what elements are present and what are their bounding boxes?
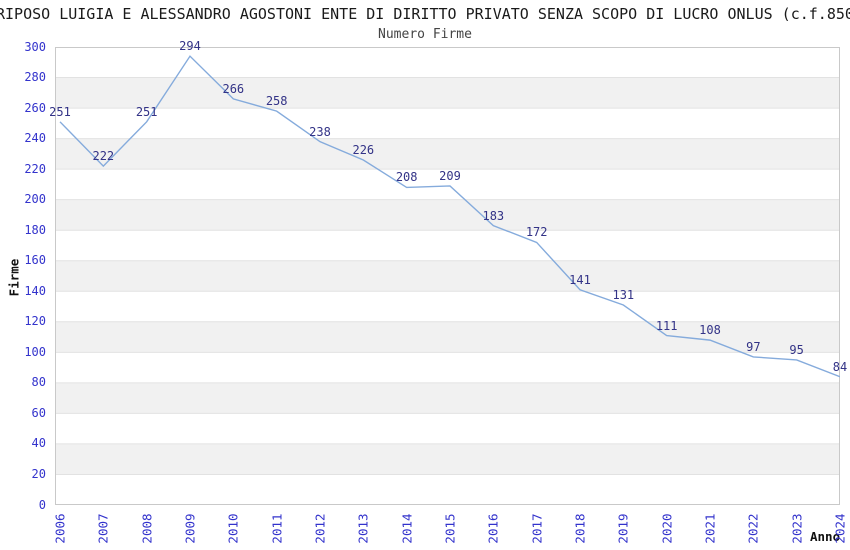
x-tick-label: 2021 [702, 513, 718, 544]
x-tick-label: 2018 [572, 513, 588, 544]
point-label: 266 [222, 81, 245, 96]
y-tick-label: 260 [24, 100, 46, 115]
x-tick-label: 2008 [139, 513, 155, 544]
point-label: 222 [92, 149, 115, 164]
y-tick-label: 300 [24, 39, 46, 54]
x-tick-label: 2022 [745, 513, 761, 544]
x-tick-label: 2019 [615, 513, 631, 544]
x-tick-label: 2014 [399, 513, 415, 544]
point-label: 183 [482, 208, 505, 223]
x-tick-label: 2015 [442, 513, 458, 544]
plot-band [55, 199, 840, 231]
point-label: 258 [265, 94, 288, 109]
x-tick-label: 2013 [355, 513, 371, 544]
plot-area [55, 47, 840, 505]
y-tick-label: 40 [31, 436, 46, 451]
plot-band [55, 382, 840, 414]
y-tick-label: 120 [24, 314, 46, 329]
plot-svg [55, 47, 840, 505]
plot-border [55, 47, 840, 505]
point-label: 251 [49, 104, 71, 119]
point-label: 208 [395, 170, 418, 185]
y-tick-label: 0 [38, 497, 46, 512]
x-tick-label: 2007 [95, 513, 111, 544]
point-label: 131 [612, 288, 635, 302]
x-tick-label: 2023 [789, 513, 805, 544]
point-label: 97 [746, 339, 761, 354]
point-label: 209 [439, 168, 461, 183]
x-tick-label: 2011 [269, 513, 285, 544]
point-label: 172 [525, 225, 548, 240]
y-tick-label: 20 [31, 466, 46, 481]
point-label: 84 [832, 359, 848, 374]
y-tick-label: 140 [24, 283, 46, 298]
plot-band [55, 321, 840, 353]
chart-title: RIPOSO LUIGIA E ALESSANDRO AGOSTONI ENTE… [0, 5, 850, 23]
x-tick-label: 2006 [52, 513, 68, 544]
y-tick-label: 240 [24, 131, 46, 146]
y-tick-label: 280 [24, 70, 46, 85]
y-tick-label: 80 [31, 375, 46, 390]
x-tick-label: 2009 [182, 513, 198, 544]
point-label: 108 [699, 323, 721, 338]
y-tick-label: 160 [24, 253, 46, 268]
point-label: 111 [655, 318, 678, 333]
point-label: 238 [309, 124, 331, 139]
plot-band [55, 260, 840, 292]
point-label: 141 [569, 272, 591, 287]
x-tick-label: 2017 [529, 513, 545, 544]
x-tick-label: 2020 [659, 513, 675, 544]
plot-band [55, 138, 840, 170]
y-tick-label: 60 [31, 405, 46, 420]
line-series [59, 55, 840, 378]
point-label: 294 [179, 39, 201, 54]
plot-band [55, 77, 840, 109]
y-tick-label: 220 [24, 161, 46, 176]
chart-subtitle: Numero Firme [378, 27, 472, 42]
plot-band [55, 443, 840, 475]
y-tick-label: 200 [24, 192, 46, 207]
y-tick-label: 100 [24, 344, 46, 359]
x-axis-title: Anno [810, 529, 841, 544]
point-label: 251 [135, 104, 158, 119]
x-tick-label: 2012 [312, 513, 328, 544]
point-label: 95 [789, 342, 804, 357]
x-tick-label: 2024 [832, 513, 848, 544]
y-tick-label: 180 [24, 222, 46, 237]
x-tick-label: 2010 [225, 513, 241, 544]
x-tick-label: 2016 [485, 513, 501, 544]
point-label: 226 [352, 142, 375, 157]
